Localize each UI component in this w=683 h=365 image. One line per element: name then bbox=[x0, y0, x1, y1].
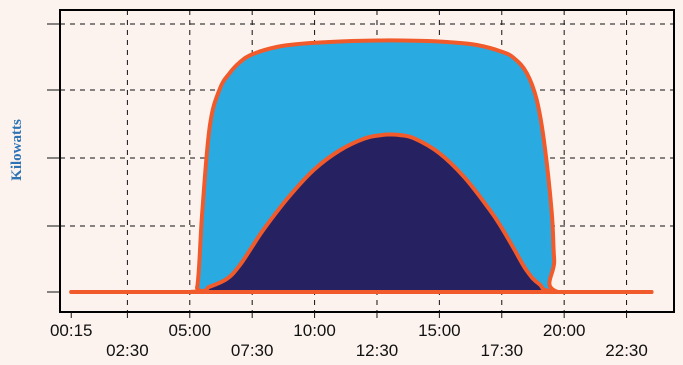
y-axis-label: Kilowatts bbox=[9, 119, 25, 181]
x-tick-label: 10:00 bbox=[293, 321, 336, 340]
x-tick-label: 07:30 bbox=[231, 341, 274, 360]
x-tick-label: 20:00 bbox=[543, 321, 586, 340]
tick-marks bbox=[47, 23, 628, 318]
plot-frame bbox=[59, 9, 675, 313]
x-tick-label: 12:30 bbox=[356, 341, 399, 360]
x-tick-label: 05:00 bbox=[169, 321, 212, 340]
series-areas bbox=[69, 38, 654, 295]
x-tick-label: 00:15 bbox=[50, 321, 93, 340]
x-tick-label: 22:30 bbox=[605, 341, 648, 360]
x-tick-label: 15:00 bbox=[418, 321, 461, 340]
x-tick-label: 17:30 bbox=[480, 341, 523, 360]
x-tick-labels: 00:15 02:30 05:00 07:30 10:00 12:30 15:00 17:30… bbox=[50, 321, 648, 360]
x-tick-label: 02:30 bbox=[106, 341, 149, 360]
series-area-2 bbox=[69, 132, 654, 295]
